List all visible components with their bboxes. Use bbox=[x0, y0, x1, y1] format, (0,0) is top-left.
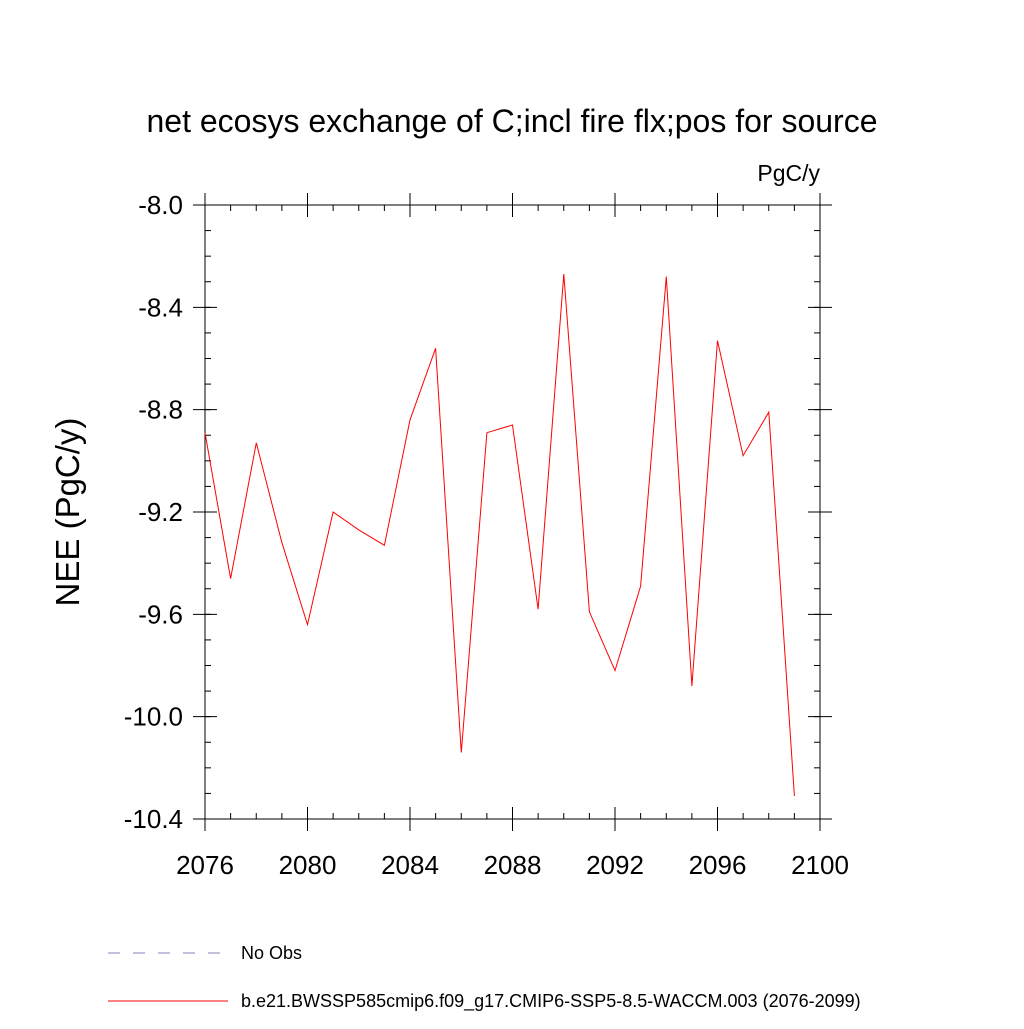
minor-ticks bbox=[204, 204, 821, 820]
chart-title: net ecosys exchange of C;incl fire flx;p… bbox=[146, 103, 877, 139]
y-tick-label: -10.0 bbox=[124, 702, 183, 732]
y-tick-label: -8.8 bbox=[138, 395, 183, 425]
plot-frame bbox=[204, 204, 821, 820]
y-tick-label: -8.4 bbox=[138, 292, 183, 322]
x-tick-label: 2100 bbox=[791, 850, 849, 880]
x-tick-label: 2084 bbox=[381, 850, 439, 880]
x-tick-label: 2080 bbox=[279, 850, 337, 880]
x-tick-label: 2088 bbox=[484, 850, 542, 880]
legend-label-waccm: b.e21.BWSSP585cmip6.f09_g17.CMIP6-SSP5-8… bbox=[241, 991, 861, 1012]
y-tick-label: -8.0 bbox=[138, 190, 183, 220]
y-tick-label: -9.2 bbox=[138, 497, 183, 527]
x-tick-label: 2092 bbox=[586, 850, 644, 880]
units-label: PgC/y bbox=[757, 160, 820, 186]
y-tick-label: -9.6 bbox=[138, 599, 183, 629]
series-line-waccm bbox=[204, 274, 795, 797]
x-tick-label: 2076 bbox=[176, 850, 234, 880]
x-tick-label: 2096 bbox=[689, 850, 747, 880]
y-tick-label: -10.4 bbox=[124, 804, 183, 834]
x-axis-ticks: 2076 2080 2084 2088 2092 2096 2100 bbox=[176, 193, 849, 880]
y-axis-ticks: -8.0 -8.4 -8.8 -9.2 -9.6 -10.0 -10.4 bbox=[124, 190, 832, 834]
y-axis-label: NEE (PgC/y) bbox=[49, 418, 86, 607]
legend-label-no-obs: No Obs bbox=[241, 943, 302, 963]
